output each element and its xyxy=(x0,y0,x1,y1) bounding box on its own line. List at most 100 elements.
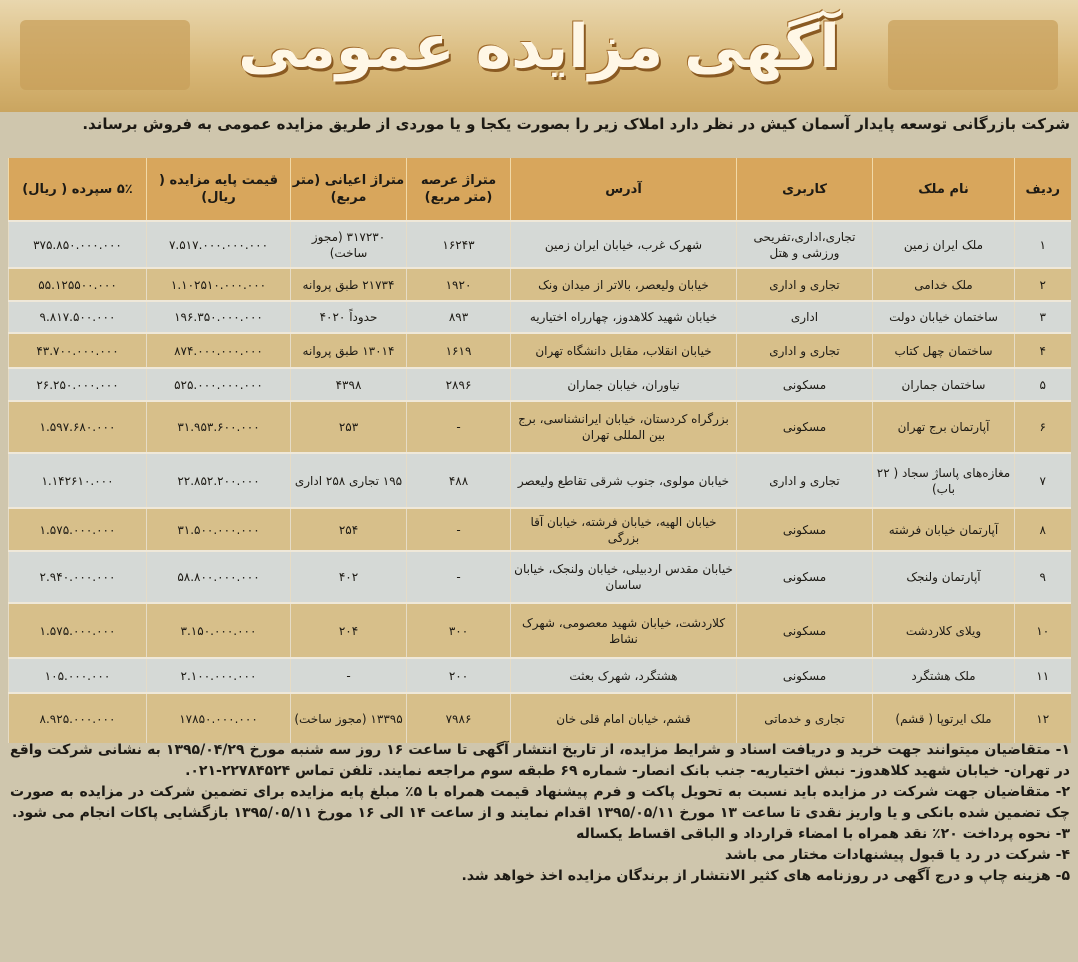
deposit: ۹.۸۱۷.۵۰۰.۰۰۰ xyxy=(8,300,147,333)
table-row: ۵ ساختمان جماران مسکونی نیاوران، خیابان جما… xyxy=(8,367,1071,401)
table-header: ردیف نام ملک کاربری آدرس متراژ عرصه (متر… xyxy=(8,158,1071,221)
land-area: - xyxy=(406,400,511,453)
land-area: ۱۹۲۰ xyxy=(406,267,511,301)
row-number: ۵ xyxy=(1014,367,1071,401)
header-address: آدرس xyxy=(510,158,737,221)
property-use: مسکونی xyxy=(736,400,873,453)
decorative-scroll-right xyxy=(888,20,1058,90)
property-name: ملک هشتگرد xyxy=(872,657,1015,693)
property-name: آپارتمان خیابان فرشته xyxy=(872,507,1015,551)
table-row: ۱ ملک ایران زمین تجاری،اداری،تفریحی ورزشی … xyxy=(8,220,1071,268)
note: ۲- متقاضیان جهت شرکت در مزایده باید نسبت… xyxy=(10,784,1070,821)
property-use: تجاری و اداری xyxy=(736,267,873,301)
row-number: ۸ xyxy=(1014,507,1071,551)
note: ۳- نحوه پرداخت ۲۰٪ نقد همراه با امضاء قر… xyxy=(576,826,1070,842)
deposit: ۲.۹۴۰.۰۰۰.۰۰۰ xyxy=(8,550,147,603)
building-area: ۱۳۰۱۴ طبق پروانه xyxy=(290,332,407,368)
base-price: ۱۷۸۵۰.۰۰۰.۰۰۰ xyxy=(146,692,291,743)
land-area: ۷۹۸۶ xyxy=(406,692,511,743)
row-number: ۴ xyxy=(1014,332,1071,368)
base-price: ۱.۱۰۲۵۱۰.۰۰۰.۰۰۰ xyxy=(146,267,291,301)
row-number: ۷ xyxy=(1014,452,1071,508)
page-title: آگهی مزایده عمومی xyxy=(238,12,840,82)
property-name: مغازه‌های پاساژ سجاد ( ۲۲ باب) xyxy=(872,452,1015,508)
note: ۵- هزینه چاپ و درج آگهی در روزنامه های ک… xyxy=(461,868,1071,884)
base-price: ۲۲.۸۵۲.۲۰۰.۰۰۰ xyxy=(146,452,291,508)
property-use: تجاری و خدماتی xyxy=(736,692,873,743)
note: ۴- شرکت در رد یا قبول پیشنهادات مختار می… xyxy=(725,847,1070,863)
table-row: ۳ ساختمان خیابان دولت اداری خیابان شهید کلا… xyxy=(8,300,1071,333)
base-price: ۲.۱۰۰.۰۰۰.۰۰۰ xyxy=(146,657,291,693)
base-price: ۳۱.۵۰۰.۰۰۰.۰۰۰ xyxy=(146,507,291,551)
table-row: ۴ ساختمان چهل کتاب تجاری و اداری خیابان انق… xyxy=(8,332,1071,368)
table-row: ۹ آپارتمان ولنجک مسکونی خیابان مقدس اردبیلی… xyxy=(8,550,1071,603)
intro-text: شرکت بازرگانی توسعه پایدار آسمان کیش در … xyxy=(82,115,1070,133)
address: خیابان مقدس اردبیلی، خیابان ولنجک، خیابا… xyxy=(510,550,737,603)
deposit: ۱.۵۷۵.۰۰۰.۰۰۰ xyxy=(8,507,147,551)
land-area: ۲۸۹۶ xyxy=(406,367,511,401)
land-area: ۱۶۲۴۳ xyxy=(406,220,511,268)
address: قشم، خیابان امام قلی خان xyxy=(510,692,737,743)
property-use: تجاری و اداری xyxy=(736,452,873,508)
building-area: ۴۳۹۸ xyxy=(290,367,407,401)
deposit: ۸.۹۲۵.۰۰۰.۰۰۰ xyxy=(8,692,147,743)
land-area: - xyxy=(406,507,511,551)
row-number: ۱۱ xyxy=(1014,657,1071,693)
property-name: ساختمان خیابان دولت xyxy=(872,300,1015,333)
row-number: ۱۰ xyxy=(1014,602,1071,658)
property-use: تجاری،اداری،تفریحی ورزشی و هتل xyxy=(736,220,873,268)
address: کلاردشت، خیابان شهید معصومی، شهرک نشاط xyxy=(510,602,737,658)
address: هشتگرد، شهرک بعثت xyxy=(510,657,737,693)
address: خیابان الهیه، خیابان فرشته، خیابان آقا ب… xyxy=(510,507,737,551)
land-area: - xyxy=(406,550,511,603)
header-row-number: ردیف xyxy=(1014,158,1071,221)
deposit: ۱.۵۷۵.۰۰۰.۰۰۰ xyxy=(8,602,147,658)
land-area: ۲۰۰ xyxy=(406,657,511,693)
properties-table: ردیف نام ملک کاربری آدرس متراژ عرصه (متر… xyxy=(8,158,1071,743)
notes: ۱- متقاضیان میتوانند جهت خرید و دریافت ا… xyxy=(10,740,1070,887)
building-area: ۲۱۷۳۴ طبق پروانه xyxy=(290,267,407,301)
land-area: ۱۶۱۹ xyxy=(406,332,511,368)
row-number: ۱۲ xyxy=(1014,692,1071,743)
land-area: ۸۹۳ xyxy=(406,300,511,333)
building-area: حدوداً ۴۰۲۰ xyxy=(290,300,407,333)
address: خیابان ولیعصر، بالاتر از میدان ونک xyxy=(510,267,737,301)
building-area: ۲۵۴ xyxy=(290,507,407,551)
building-area: ۱۹۵ تجاری ۲۵۸ اداری xyxy=(290,452,407,508)
base-price: ۳۱.۹۵۳.۶۰۰.۰۰۰ xyxy=(146,400,291,453)
row-number: ۱ xyxy=(1014,220,1071,268)
address: شهرک غرب، خیابان ایران زمین xyxy=(510,220,737,268)
header-land-area: متراژ عرصه (متر مربع) xyxy=(406,158,511,221)
property-use: مسکونی xyxy=(736,602,873,658)
base-price: ۷.۵۱۷.۰۰۰.۰۰۰.۰۰۰ xyxy=(146,220,291,268)
table-row: ۱۰ ویلای کلاردشت مسکونی کلاردشت، خیابان شهی… xyxy=(8,602,1071,658)
deposit: ۱.۱۴۲۶۱۰.۰۰۰ xyxy=(8,452,147,508)
table-row: ۲ ملک خدامی تجاری و اداری خیابان ولیعصر، با… xyxy=(8,267,1071,301)
base-price: ۵۸.۸۰۰.۰۰۰.۰۰۰ xyxy=(146,550,291,603)
address: خیابان انقلاب، مقابل دانشگاه تهران xyxy=(510,332,737,368)
property-use: تجاری و اداری xyxy=(736,332,873,368)
property-name: ویلای کلاردشت xyxy=(872,602,1015,658)
table-row: ۷ مغازه‌های پاساژ سجاد ( ۲۲ باب) تجاری و ا… xyxy=(8,452,1071,508)
header-name: نام ملک xyxy=(872,158,1015,221)
base-price: ۵۲۵.۰۰۰.۰۰۰.۰۰۰ xyxy=(146,367,291,401)
deposit: ۴۳.۷۰۰.۰۰۰.۰۰۰ xyxy=(8,332,147,368)
address: نیاوران، خیابان جماران xyxy=(510,367,737,401)
decorative-scroll-left xyxy=(20,20,190,90)
building-area: ۲۵۳ xyxy=(290,400,407,453)
deposit: ۳۷۵.۸۵۰.۰۰۰.۰۰۰ xyxy=(8,220,147,268)
property-use: اداری xyxy=(736,300,873,333)
deposit: ۵۵.۱۲۵۵۰۰.۰۰۰ xyxy=(8,267,147,301)
header-building-area: متراژ اعیانی (متر مربع) xyxy=(290,158,407,221)
building-area: ۱۳۳۹۵ (مجوز ساخت) xyxy=(290,692,407,743)
property-name: ملک ایرتوپا ( قشم) xyxy=(872,692,1015,743)
property-use: مسکونی xyxy=(736,507,873,551)
deposit: ۱۰۵.۰۰۰.۰۰۰ xyxy=(8,657,147,693)
building-area: ۲۰۴ xyxy=(290,602,407,658)
base-price: ۸۷۴.۰۰۰.۰۰۰.۰۰۰ xyxy=(146,332,291,368)
property-name: آپارتمان برج تهران xyxy=(872,400,1015,453)
property-use: مسکونی xyxy=(736,657,873,693)
building-area: ۴۰۲ xyxy=(290,550,407,603)
table-row: ۱۱ ملک هشتگرد مسکونی هشتگرد، شهرک بعثت ۲۰۰-۲… xyxy=(8,657,1071,693)
property-use: مسکونی xyxy=(736,550,873,603)
